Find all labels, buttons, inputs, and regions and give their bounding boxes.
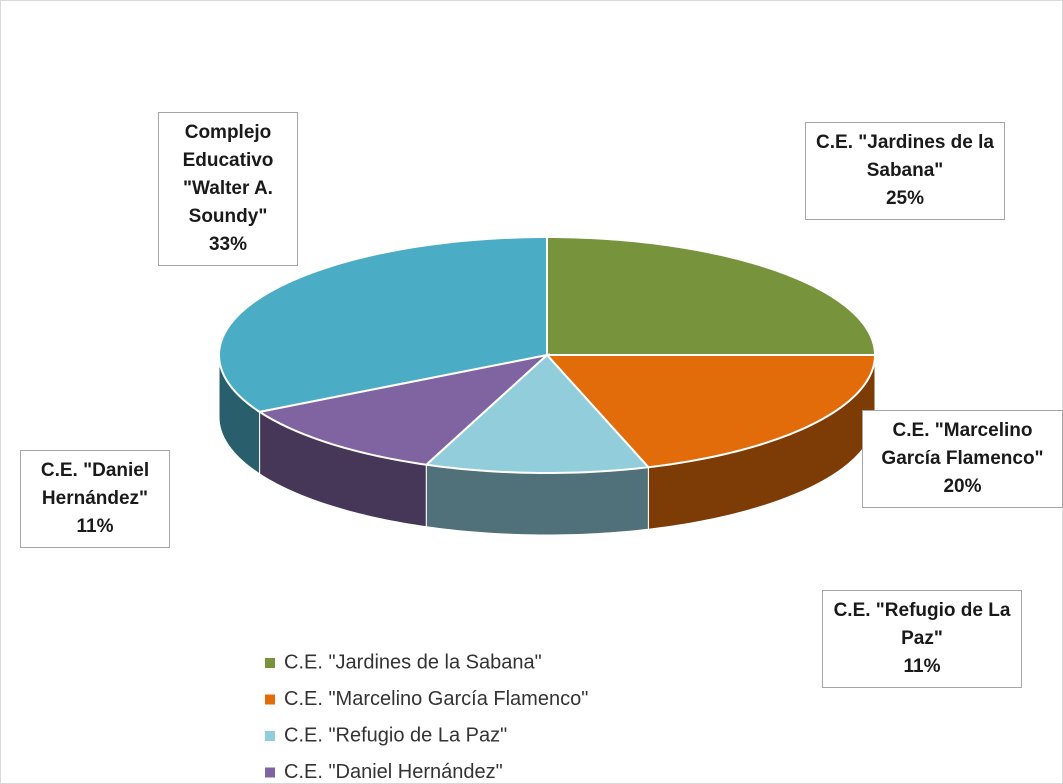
legend-label: C.E. "Daniel Hernández"	[284, 761, 503, 783]
data-label: C.E. "Marcelino García Flamenco" 20%	[862, 410, 1063, 508]
slice	[546, 235, 877, 356]
slice	[218, 235, 548, 413]
slice	[424, 353, 651, 475]
legend-swatch	[265, 767, 275, 778]
legend-label: C.E. "Jardines de la Sabana"	[284, 651, 542, 673]
data-label-text: 11%	[76, 516, 114, 537]
legend-label: C.E. "Refugio de La Paz"	[284, 724, 507, 746]
data-label: Complejo Educativo "Walter A. Soundy" 33%	[158, 112, 298, 266]
data-label-text: C.E. "Marcelino García Flamenco"	[881, 420, 1044, 469]
data-label-text: C.E. "Jardines de la Sabana"	[816, 132, 994, 181]
legend-swatch	[265, 731, 275, 741]
data-label-text: 11%	[903, 656, 941, 677]
slice	[256, 353, 551, 466]
data-label: C.E. "Jardines de la Sabana" 25%	[805, 122, 1005, 220]
legend-swatch	[265, 658, 275, 668]
data-label-text: 33%	[208, 234, 248, 255]
slice-side	[425, 464, 649, 536]
data-label: C.E. "Refugio de La Paz" 11%	[822, 590, 1022, 688]
data-label-text: 20%	[943, 476, 982, 497]
data-label-text: C.E. "Refugio de La Paz"	[833, 600, 1011, 649]
data-label-text: C.E. "Daniel Hernández"	[40, 460, 150, 509]
data-label: C.E. "Daniel Hernández" 11%	[20, 450, 170, 548]
legend-label: C.E. "Marcelino García Flamenco"	[284, 688, 588, 710]
legend-swatch	[265, 694, 275, 705]
slice	[544, 354, 877, 469]
data-label-text: 25%	[885, 188, 925, 209]
data-label-text: Complejo Educativo "Walter A. Soundy"	[182, 122, 274, 227]
